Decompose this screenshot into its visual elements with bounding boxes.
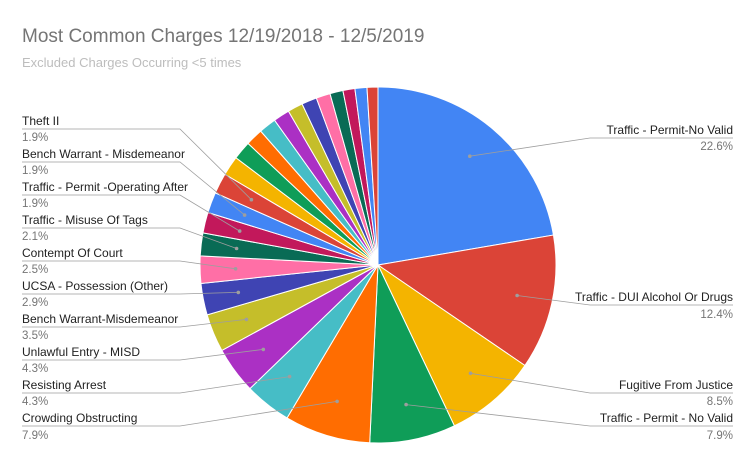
leader-line — [22, 401, 338, 427]
pie-label-12: Bench Warrant - Misdemeanor 1.9% — [22, 147, 247, 217]
slice-label-name: Traffic - Misuse Of Tags — [22, 213, 148, 227]
pie-label-9: Contempt Of Court 2.5% — [22, 246, 238, 276]
pie-label-7: Bench Warrant-Misdemeanor 3.5% — [22, 312, 249, 342]
slice-label-percent: 22.6% — [700, 141, 733, 153]
pie-label-1: Traffic - DUI Alcohol Or Drugs 12.4% — [515, 290, 733, 321]
slice-label-name: Traffic - DUI Alcohol Or Drugs — [575, 290, 733, 304]
slice-label-percent: 1.9% — [22, 132, 48, 144]
slice-label-name: Unlawful Entry - MISD — [22, 345, 140, 359]
pie-slice-2 — [376, 263, 526, 427]
slice-label-percent: 3.5% — [22, 330, 48, 342]
slice-label-name: Traffic - Permit-No Valid — [607, 123, 733, 137]
slice-label-name: Traffic - Permit -Operating After — [22, 180, 188, 194]
pie-label-11: Traffic - Permit -Operating After 1.9% — [22, 180, 242, 233]
leader-line — [22, 292, 239, 295]
leader-line — [470, 372, 733, 394]
leader-dot — [287, 374, 292, 379]
pie-label-5: Resisting Arrest 4.3% — [22, 374, 292, 408]
pie-slice-0 — [377, 86, 555, 266]
slice-label-name: UCSA - Possession (Other) — [22, 279, 168, 293]
pie-slice-25 — [366, 86, 379, 266]
pie-label-2: Fugitive From Justice 8.5% — [468, 371, 733, 408]
leader-dot — [335, 399, 339, 404]
pie-label-13: Theft II 1.9% — [22, 114, 254, 202]
leader-line — [22, 161, 245, 216]
slice-label-percent: 1.9% — [22, 165, 48, 177]
slice-label-name: Traffic - Permit - No Valid — [600, 411, 733, 425]
leader-line — [22, 349, 264, 361]
leader-line — [406, 404, 733, 427]
slice-label-percent: 4.3% — [22, 396, 48, 408]
leader-line — [22, 319, 247, 328]
pie-label-6: Unlawful Entry - MISD 4.3% — [22, 345, 266, 375]
leader-line — [22, 128, 252, 200]
leader-line — [517, 295, 733, 306]
slice-label-percent: 7.9% — [22, 430, 48, 442]
slice-label-name: Bench Warrant - Misdemeanor — [22, 147, 185, 161]
chart-subtitle: Excluded Charges Occurring <5 times — [22, 55, 242, 70]
pie-label-3: Traffic - Permit - No Valid 7.9% — [404, 402, 733, 442]
slice-label-name: Resisting Arrest — [22, 378, 107, 392]
slice-label-percent: 8.5% — [707, 396, 733, 408]
slice-label-percent: 2.9% — [22, 297, 48, 309]
pie-label-4: Crowding Obstructing 7.9% — [22, 399, 339, 442]
slice-label-name: Theft II — [22, 114, 59, 128]
slice-label-percent: 12.4% — [700, 309, 733, 321]
leader-line — [469, 137, 733, 157]
leader-line — [22, 376, 290, 394]
chart-title: Most Common Charges 12/19/2018 - 12/5/20… — [22, 26, 424, 47]
slice-label-name: Fugitive From Justice — [619, 378, 733, 392]
leader-line — [22, 260, 236, 270]
leader-line — [22, 194, 240, 232]
pie-label-8: UCSA - Possession (Other) 2.9% — [22, 279, 241, 309]
slice-label-name: Contempt Of Court — [22, 246, 123, 260]
slice-label-percent: 4.3% — [22, 363, 48, 375]
pie-label-0: Traffic - Permit-No Valid 22.6% — [468, 123, 733, 158]
leader-line — [22, 227, 237, 249]
slice-label-percent: 2.1% — [22, 231, 48, 243]
slice-label-name: Crowding Obstructing — [22, 411, 137, 425]
pie-slices — [199, 86, 557, 444]
slice-label-percent: 2.5% — [22, 264, 48, 276]
slice-label-percent: 1.9% — [22, 198, 48, 210]
slice-label-name: Bench Warrant-Misdemeanor — [22, 312, 178, 326]
pie-label-10: Traffic - Misuse Of Tags 2.1% — [22, 213, 239, 251]
pie-slice-1 — [376, 234, 557, 367]
slice-label-percent: 7.9% — [707, 430, 733, 442]
